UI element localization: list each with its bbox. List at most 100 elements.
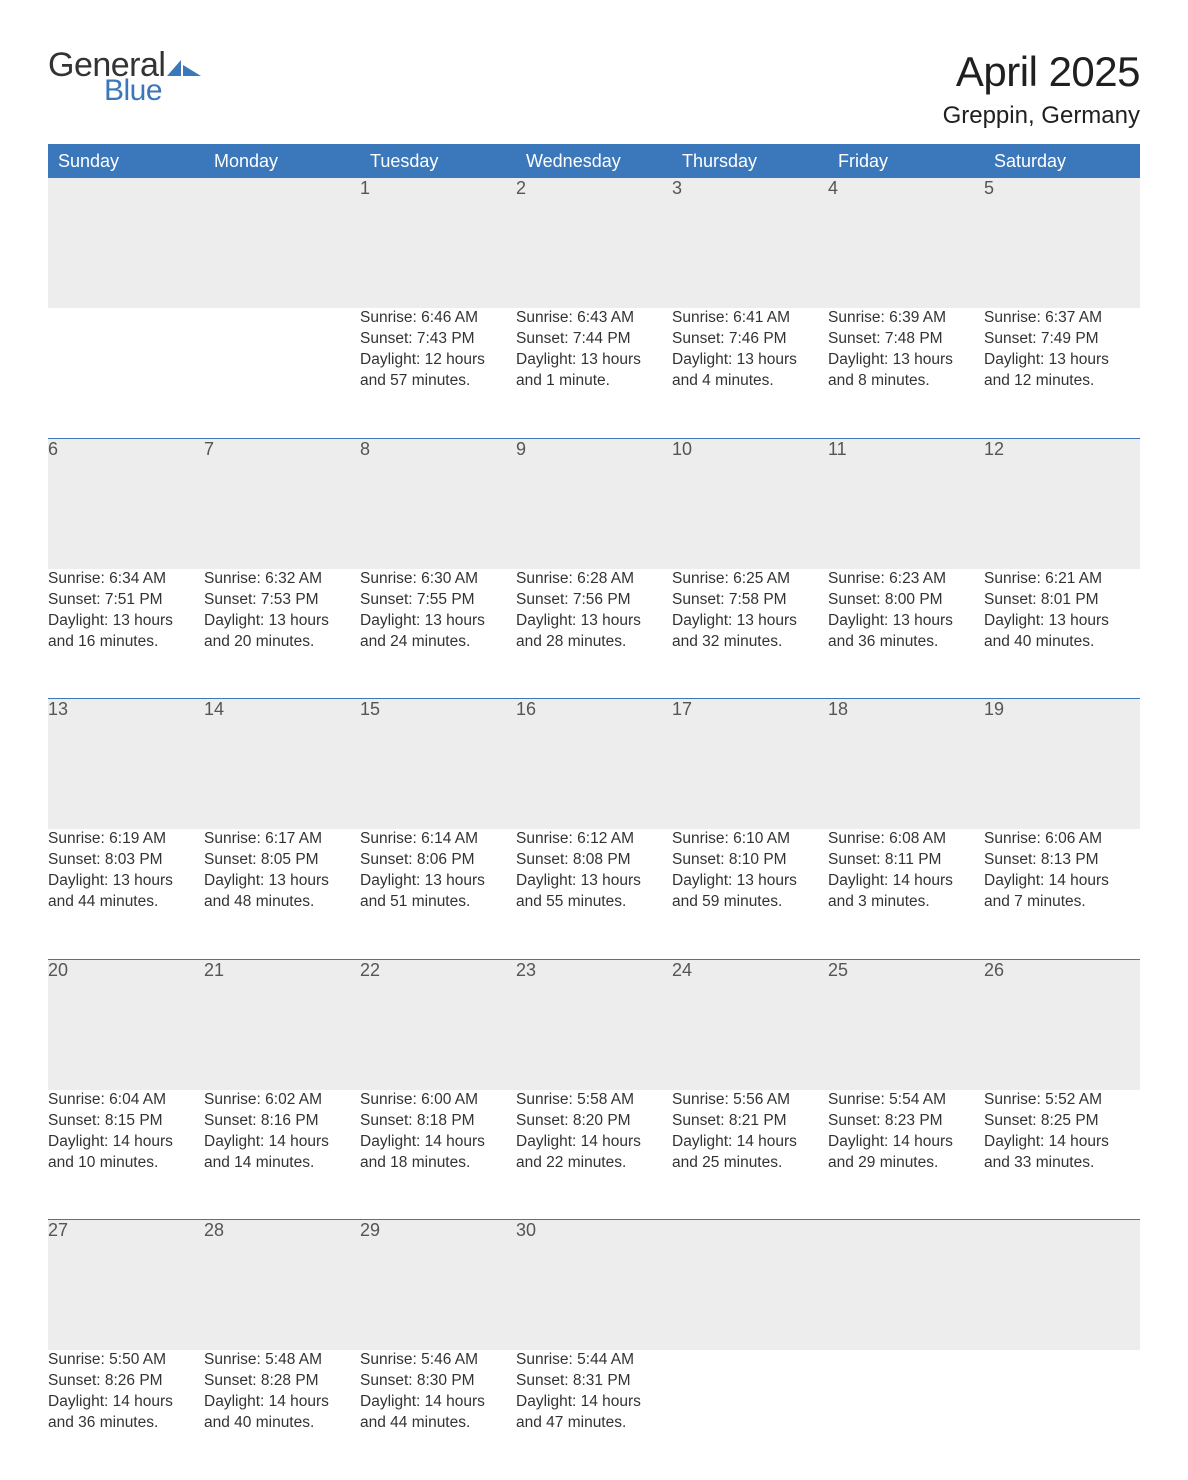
sunrise-line: Sunrise: 6:10 AM: [672, 829, 828, 849]
day-number: 23: [516, 960, 672, 1090]
day-cell: Sunrise: 6:43 AMSunset: 7:44 PMDaylight:…: [516, 308, 672, 438]
sunrise-line: Sunrise: 5:54 AM: [828, 1090, 984, 1110]
daylight-line1: Daylight: 14 hours: [828, 871, 984, 891]
day-number: 19: [984, 699, 1140, 829]
day-cell: Sunrise: 5:56 AMSunset: 8:21 PMDaylight:…: [672, 1090, 828, 1220]
day-cell: Sunrise: 5:52 AMSunset: 8:25 PMDaylight:…: [984, 1090, 1140, 1220]
day-cell: Sunrise: 6:00 AMSunset: 8:18 PMDaylight:…: [360, 1090, 516, 1220]
daylight-line1: Daylight: 13 hours: [360, 871, 516, 891]
day-number: 22: [360, 960, 516, 1090]
daylight-line2: and 40 minutes.: [204, 1413, 360, 1433]
day-cell: [984, 1350, 1140, 1480]
day-body-row: Sunrise: 6:34 AMSunset: 7:51 PMDaylight:…: [48, 569, 1140, 699]
daylight-line1: Daylight: 13 hours: [672, 350, 828, 370]
daynum-row: 6789101112: [48, 439, 1140, 569]
daylight-line2: and 4 minutes.: [672, 371, 828, 391]
daylight-line1: Daylight: 14 hours: [360, 1392, 516, 1412]
sunrise-line: Sunrise: 6:14 AM: [360, 829, 516, 849]
daylight-line1: Daylight: 12 hours: [360, 350, 516, 370]
sunrise-line: Sunrise: 6:37 AM: [984, 308, 1140, 328]
weekday-header: Friday: [828, 145, 984, 179]
daylight-line2: and 51 minutes.: [360, 892, 516, 912]
daylight-line2: and 8 minutes.: [828, 371, 984, 391]
sunset-line: Sunset: 7:44 PM: [516, 329, 672, 349]
sunrise-line: Sunrise: 6:02 AM: [204, 1090, 360, 1110]
daylight-line1: Daylight: 13 hours: [48, 611, 204, 631]
sunrise-line: Sunrise: 5:50 AM: [48, 1350, 204, 1370]
daylight-line2: and 44 minutes.: [48, 892, 204, 912]
sunset-line: Sunset: 8:16 PM: [204, 1111, 360, 1131]
day-number: 5: [984, 178, 1140, 308]
daylight-line2: and 16 minutes.: [48, 632, 204, 652]
weekday-header-row: Sunday Monday Tuesday Wednesday Thursday…: [48, 145, 1140, 179]
daylight-line2: and 59 minutes.: [672, 892, 828, 912]
daynum-row: 12345: [48, 178, 1140, 308]
daylight-line2: and 32 minutes.: [672, 632, 828, 652]
day-number: 18: [828, 699, 984, 829]
daylight-line2: and 44 minutes.: [360, 1413, 516, 1433]
day-number: 28: [204, 1220, 360, 1350]
sunrise-line: Sunrise: 6:21 AM: [984, 569, 1140, 589]
sunset-line: Sunset: 8:28 PM: [204, 1371, 360, 1391]
day-number: 21: [204, 960, 360, 1090]
day-number: 14: [204, 699, 360, 829]
day-cell: Sunrise: 6:08 AMSunset: 8:11 PMDaylight:…: [828, 829, 984, 959]
sunset-line: Sunset: 8:06 PM: [360, 850, 516, 870]
sunrise-line: Sunrise: 6:12 AM: [516, 829, 672, 849]
sunrise-line: Sunrise: 5:48 AM: [204, 1350, 360, 1370]
day-cell: Sunrise: 6:04 AMSunset: 8:15 PMDaylight:…: [48, 1090, 204, 1220]
daylight-line1: Daylight: 14 hours: [516, 1132, 672, 1152]
day-number: 2: [516, 178, 672, 308]
day-body-row: Sunrise: 5:50 AMSunset: 8:26 PMDaylight:…: [48, 1350, 1140, 1480]
daylight-line2: and 14 minutes.: [204, 1153, 360, 1173]
sunrise-line: Sunrise: 6:46 AM: [360, 308, 516, 328]
day-number: [828, 1220, 984, 1350]
daylight-line1: Daylight: 14 hours: [984, 1132, 1140, 1152]
daylight-line1: Daylight: 13 hours: [828, 611, 984, 631]
daylight-line1: Daylight: 14 hours: [828, 1132, 984, 1152]
daylight-line2: and 33 minutes.: [984, 1153, 1140, 1173]
daylight-line1: Daylight: 14 hours: [204, 1392, 360, 1412]
weekday-header: Thursday: [672, 145, 828, 179]
sunset-line: Sunset: 8:01 PM: [984, 590, 1140, 610]
daylight-line2: and 7 minutes.: [984, 892, 1140, 912]
day-number: 26: [984, 960, 1140, 1090]
daylight-line2: and 47 minutes.: [516, 1413, 672, 1433]
sunrise-line: Sunrise: 6:28 AM: [516, 569, 672, 589]
daylight-line1: Daylight: 14 hours: [984, 871, 1140, 891]
sunset-line: Sunset: 7:43 PM: [360, 329, 516, 349]
day-number: 1: [360, 178, 516, 308]
daylight-line2: and 18 minutes.: [360, 1153, 516, 1173]
sunset-line: Sunset: 8:00 PM: [828, 590, 984, 610]
sunrise-line: Sunrise: 6:19 AM: [48, 829, 204, 849]
day-body-row: Sunrise: 6:04 AMSunset: 8:15 PMDaylight:…: [48, 1090, 1140, 1220]
day-cell: Sunrise: 6:17 AMSunset: 8:05 PMDaylight:…: [204, 829, 360, 959]
sunset-line: Sunset: 7:48 PM: [828, 329, 984, 349]
sunrise-line: Sunrise: 6:23 AM: [828, 569, 984, 589]
daylight-line1: Daylight: 14 hours: [360, 1132, 516, 1152]
daylight-line1: Daylight: 13 hours: [984, 611, 1140, 631]
daylight-line2: and 20 minutes.: [204, 632, 360, 652]
day-cell: Sunrise: 6:41 AMSunset: 7:46 PMDaylight:…: [672, 308, 828, 438]
sunrise-line: Sunrise: 6:17 AM: [204, 829, 360, 849]
sunset-line: Sunset: 8:10 PM: [672, 850, 828, 870]
daylight-line1: Daylight: 14 hours: [672, 1132, 828, 1152]
day-number: 7: [204, 439, 360, 569]
sunrise-line: Sunrise: 6:43 AM: [516, 308, 672, 328]
day-cell: Sunrise: 5:46 AMSunset: 8:30 PMDaylight:…: [360, 1350, 516, 1480]
daylight-line1: Daylight: 13 hours: [204, 611, 360, 631]
daylight-line1: Daylight: 14 hours: [48, 1392, 204, 1412]
day-number: [984, 1220, 1140, 1350]
sunrise-line: Sunrise: 6:32 AM: [204, 569, 360, 589]
brand-logo: General Blue: [48, 48, 203, 106]
sun-calendar-table: Sunday Monday Tuesday Wednesday Thursday…: [48, 144, 1140, 1480]
day-number: 30: [516, 1220, 672, 1350]
sunrise-line: Sunrise: 6:34 AM: [48, 569, 204, 589]
month-title: April 2025: [943, 48, 1140, 96]
day-number: 13: [48, 699, 204, 829]
day-cell: Sunrise: 5:58 AMSunset: 8:20 PMDaylight:…: [516, 1090, 672, 1220]
daylight-line1: Daylight: 13 hours: [516, 871, 672, 891]
daylight-line1: Daylight: 13 hours: [204, 871, 360, 891]
day-number: [48, 178, 204, 308]
daylight-line2: and 48 minutes.: [204, 892, 360, 912]
